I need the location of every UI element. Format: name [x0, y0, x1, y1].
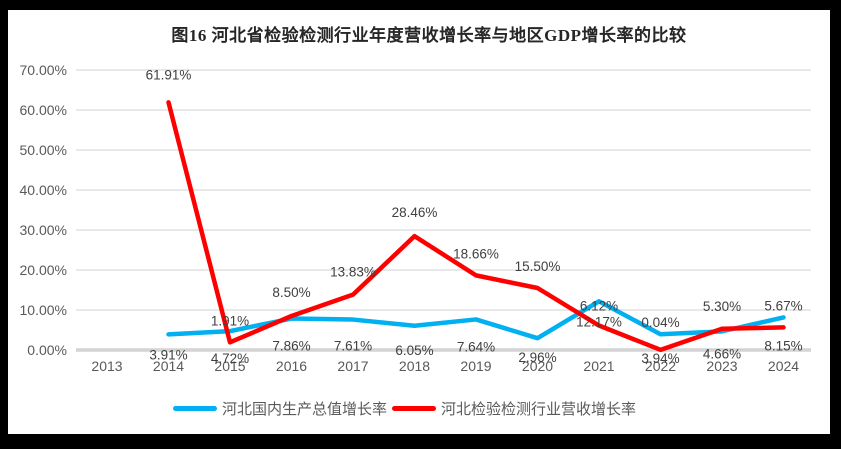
y-tick-label: 0.00%	[27, 342, 67, 358]
legend: 河北国内生产总值增长率 河北检验检测行业营收增长率	[173, 398, 641, 419]
data-label: 7.64%	[457, 339, 495, 354]
data-label: 5.30%	[703, 299, 741, 314]
data-label: 28.46%	[392, 205, 438, 220]
revenue-line	[166, 100, 786, 353]
gdp-line	[166, 299, 786, 341]
data-label: 61.91%	[146, 67, 192, 82]
data-label: 8.50%	[272, 285, 310, 300]
x-tick-label: 2019	[460, 358, 491, 374]
data-label: 1.91%	[211, 313, 249, 328]
y-tick-label: 20.00%	[20, 262, 67, 278]
y-tick-label: 60.00%	[20, 102, 67, 118]
x-tick-label: 2018	[399, 358, 430, 374]
y-tick-label: 10.00%	[20, 302, 67, 318]
x-tick-label: 2022	[645, 358, 676, 374]
data-label: 3.94%	[641, 351, 679, 366]
data-label: 12.17%	[576, 314, 622, 329]
x-tick-label: 2016	[276, 358, 307, 374]
legend-item-revenue: 河北检验检测行业营收增长率	[392, 398, 641, 419]
gdp-line-swatch-icon	[173, 406, 217, 411]
data-label: 15.50%	[515, 259, 561, 274]
legend-item-gdp: 河北国内生产总值增长率	[173, 398, 392, 419]
chart-title: 图16 河北省检验检测行业年度营收增长率与地区GDP增长率的比较	[171, 26, 687, 45]
y-tick-label: 30.00%	[20, 222, 67, 238]
revenue-line-swatch-icon	[392, 406, 437, 411]
x-tick-label: 2014	[153, 358, 184, 374]
data-label: 7.86%	[272, 339, 310, 354]
x-tick-label: 2023	[706, 358, 737, 374]
x-tick-label: 2020	[522, 358, 553, 374]
data-label: 6.05%	[395, 343, 433, 358]
data-label: 0.04%	[641, 315, 679, 330]
y-tick-label: 70.00%	[20, 62, 67, 78]
x-tick-label: 2017	[337, 358, 368, 374]
data-label: 6.12%	[580, 299, 618, 314]
legend-label-gdp: 河北国内生产总值增长率	[222, 401, 388, 418]
legend-label-revenue: 河北检验检测行业营收增长率	[441, 401, 637, 418]
data-label: 18.66%	[453, 246, 499, 261]
y-tick-label: 50.00%	[20, 142, 67, 158]
data-label: 8.15%	[764, 338, 802, 353]
data-label: 2.96%	[518, 350, 556, 365]
x-tick-label: 2013	[91, 358, 122, 374]
data-label: 3.91%	[149, 347, 187, 362]
x-tick-label: 2015	[214, 358, 245, 374]
y-tick-label: 40.00%	[20, 182, 67, 198]
data-label: 13.83%	[330, 265, 376, 280]
x-tick-label: 2021	[583, 358, 614, 374]
data-label: 7.61%	[334, 339, 372, 354]
x-tick-label: 2024	[768, 358, 799, 374]
data-label: 5.67%	[764, 298, 802, 313]
data-label: 4.66%	[703, 346, 741, 361]
data-label: 4.72%	[211, 351, 249, 366]
chart-panel	[8, 10, 830, 434]
